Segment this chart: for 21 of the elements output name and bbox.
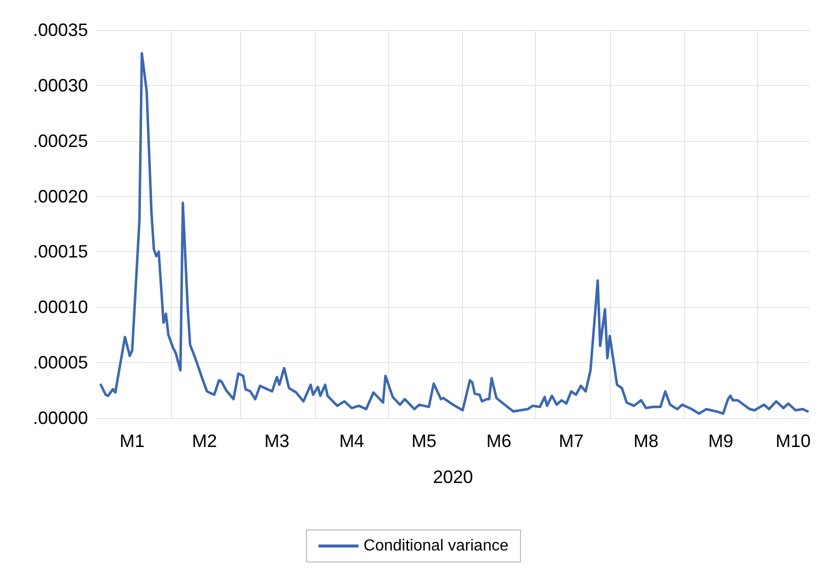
- line-series: [100, 52, 809, 415]
- y-tick-label: .00005: [32, 352, 88, 373]
- x-tick-label: M6: [486, 431, 512, 451]
- legend-label: Conditional variance: [364, 538, 509, 554]
- x-tick-label: M10: [776, 431, 811, 451]
- y-tick-label: .00000: [32, 408, 88, 428]
- y-tick-label: .00020: [32, 186, 88, 206]
- x-tick-label: M9: [708, 431, 734, 451]
- y-tick-label: .00030: [32, 75, 88, 96]
- y-tick-label: .00015: [32, 242, 88, 262]
- x-tick-label: M1: [120, 431, 145, 451]
- x-tick-label: M4: [339, 431, 364, 451]
- x-tick-label: M5: [412, 431, 437, 451]
- y-tick-label: .00035: [32, 20, 88, 40]
- y-tick-label: .00025: [32, 130, 88, 151]
- x-axis-title: 2020: [432, 467, 474, 487]
- x-tick-label: M7: [558, 431, 584, 451]
- x-tick-label: M8: [633, 431, 658, 451]
- x-tick-label: M2: [192, 431, 218, 451]
- y-tick-label: .00010: [32, 297, 88, 318]
- x-tick-label: M3: [264, 431, 290, 451]
